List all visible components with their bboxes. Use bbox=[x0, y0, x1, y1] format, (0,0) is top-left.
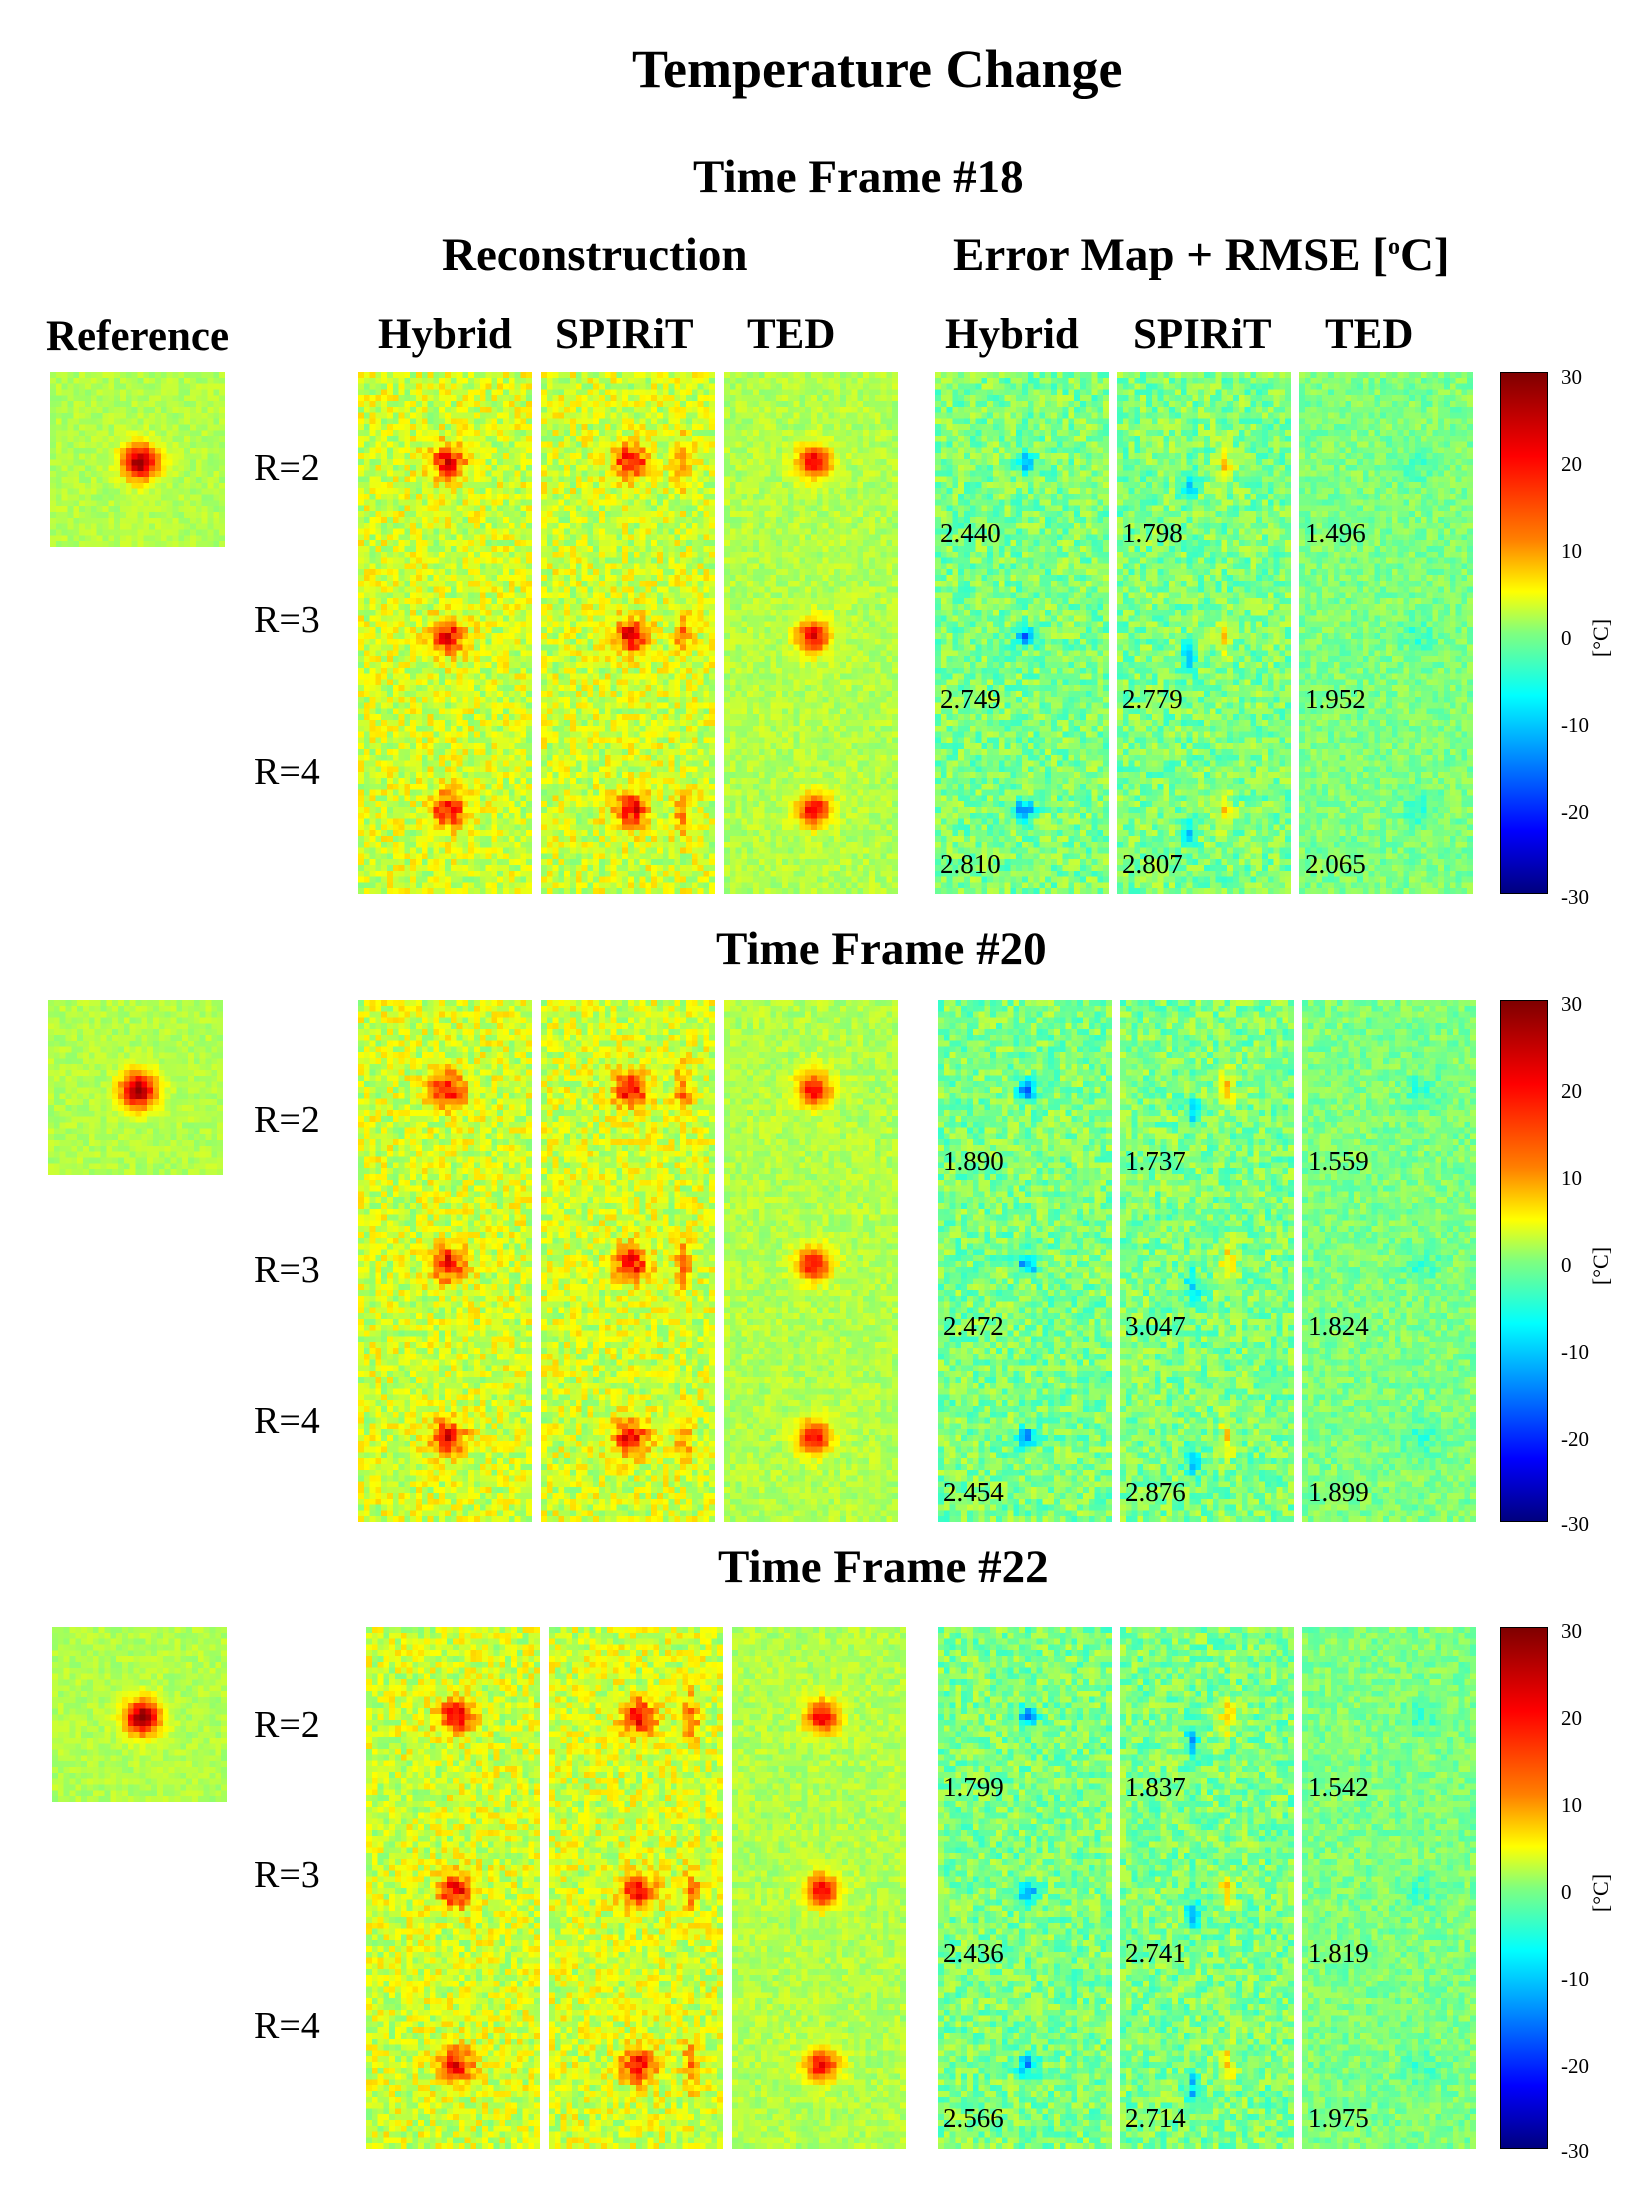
colorbar-tick: -20 bbox=[1561, 2054, 1589, 2078]
rmse-value: 1.798 bbox=[1122, 518, 1183, 548]
reference-map-frame-18 bbox=[50, 372, 225, 547]
error-ted-frame-18 bbox=[1299, 372, 1473, 894]
figure-title: Temperature Change bbox=[632, 39, 1123, 99]
colorbar-tick: -30 bbox=[1561, 2139, 1589, 2163]
rmse-value: 2.065 bbox=[1305, 849, 1366, 879]
error-hybrid-frame-20 bbox=[938, 1000, 1112, 1522]
row-label-r3: R=3 bbox=[254, 1249, 320, 1291]
recon-hybrid-frame-18 bbox=[358, 372, 532, 894]
colorbar-tick: -30 bbox=[1561, 885, 1589, 909]
degree-superscript: o bbox=[1387, 234, 1400, 260]
rmse-value: 1.837 bbox=[1125, 1772, 1186, 1802]
rmse-value: 2.566 bbox=[943, 2103, 1004, 2133]
reference-header: Reference bbox=[46, 313, 230, 360]
rmse-value: 2.440 bbox=[940, 518, 1001, 548]
rmse-value: 1.824 bbox=[1308, 1311, 1369, 1341]
row-label-r2: R=2 bbox=[254, 1704, 320, 1746]
recon-ted-frame-18 bbox=[724, 372, 898, 894]
rmse-value: 2.807 bbox=[1122, 849, 1183, 879]
error-hybrid-frame-18 bbox=[935, 372, 1109, 894]
rmse-value: 2.779 bbox=[1122, 684, 1183, 714]
row-label-r3: R=3 bbox=[254, 599, 320, 641]
colorbar-unit: [°C] bbox=[1588, 618, 1614, 658]
colorbar-frame-20 bbox=[1500, 1000, 1548, 1522]
colorbar-tick: -10 bbox=[1561, 1340, 1589, 1364]
colorbar-tick: 10 bbox=[1561, 1793, 1582, 1817]
rmse-value: 2.741 bbox=[1125, 1938, 1186, 1968]
colorbar-tick: 30 bbox=[1561, 1619, 1582, 1643]
rmse-value: 3.047 bbox=[1125, 1311, 1186, 1341]
rmse-value: 1.819 bbox=[1308, 1938, 1369, 1968]
colorbar-frame-22 bbox=[1500, 1627, 1548, 2149]
rmse-value: 1.559 bbox=[1308, 1146, 1369, 1176]
recon-header-ted: TED bbox=[747, 311, 836, 358]
reference-map-frame-20 bbox=[48, 1000, 223, 1175]
recon-hybrid-frame-20 bbox=[358, 1000, 532, 1522]
rmse-value: 1.952 bbox=[1305, 684, 1366, 714]
colorbar-tick: -20 bbox=[1561, 800, 1589, 824]
error-spirit-frame-22 bbox=[1120, 1627, 1294, 2149]
rmse-value: 2.436 bbox=[943, 1938, 1004, 1968]
recon-header-spirit: SPIRiT bbox=[555, 311, 694, 358]
colorbar-tick: 0 bbox=[1561, 1253, 1572, 1277]
colorbar-tick: 0 bbox=[1561, 626, 1572, 650]
recon-ted-frame-22 bbox=[732, 1627, 906, 2149]
rmse-value: 1.496 bbox=[1305, 518, 1366, 548]
rmse-value: 1.890 bbox=[943, 1146, 1004, 1176]
frame-22-title: Time Frame #22 bbox=[718, 1541, 1049, 1593]
error-spirit-frame-20 bbox=[1120, 1000, 1294, 1522]
rmse-value: 2.876 bbox=[1125, 1477, 1186, 1507]
colorbar-tick: -10 bbox=[1561, 1967, 1589, 1991]
frame-20-title: Time Frame #20 bbox=[716, 923, 1047, 975]
rmse-value: 1.899 bbox=[1308, 1477, 1369, 1507]
colorbar-tick: 20 bbox=[1561, 1079, 1582, 1103]
rmse-value: 2.714 bbox=[1125, 2103, 1186, 2133]
error-header-hybrid: Hybrid bbox=[945, 311, 1079, 358]
recon-ted-frame-20 bbox=[724, 1000, 898, 1522]
error-map-header: Error Map + RMSE [oC] bbox=[953, 229, 1450, 281]
row-label-r3: R=3 bbox=[254, 1854, 320, 1896]
colorbar-tick: -10 bbox=[1561, 713, 1589, 737]
frame-18-title: Time Frame #18 bbox=[693, 151, 1024, 203]
row-label-r4: R=4 bbox=[254, 751, 320, 793]
reconstruction-header: Reconstruction bbox=[442, 229, 748, 281]
error-hybrid-frame-22 bbox=[938, 1627, 1112, 2149]
rmse-value: 2.472 bbox=[943, 1311, 1004, 1341]
recon-hybrid-frame-22 bbox=[366, 1627, 540, 2149]
recon-spirit-frame-20 bbox=[541, 1000, 715, 1522]
row-label-r4: R=4 bbox=[254, 1400, 320, 1442]
row-label-r4: R=4 bbox=[254, 2005, 320, 2047]
rmse-value: 1.799 bbox=[943, 1772, 1004, 1802]
colorbar-unit: [°C] bbox=[1588, 1873, 1614, 1913]
colorbar-tick: 30 bbox=[1561, 992, 1582, 1016]
error-ted-frame-20 bbox=[1302, 1000, 1476, 1522]
row-label-r2: R=2 bbox=[254, 1099, 320, 1141]
colorbar-tick: 0 bbox=[1561, 1880, 1572, 1904]
rmse-value: 1.975 bbox=[1308, 2103, 1369, 2133]
colorbar-tick: 20 bbox=[1561, 452, 1582, 476]
colorbar-tick: 20 bbox=[1561, 1706, 1582, 1730]
rmse-value: 2.749 bbox=[940, 684, 1001, 714]
rmse-value: 1.737 bbox=[1125, 1146, 1186, 1176]
recon-spirit-frame-22 bbox=[549, 1627, 723, 2149]
rmse-value: 1.542 bbox=[1308, 1772, 1369, 1802]
colorbar-tick: -20 bbox=[1561, 1427, 1589, 1451]
recon-header-hybrid: Hybrid bbox=[378, 311, 512, 358]
error-ted-frame-22 bbox=[1302, 1627, 1476, 2149]
colorbar-tick: 10 bbox=[1561, 1166, 1582, 1190]
colorbar-tick: 10 bbox=[1561, 539, 1582, 563]
colorbar-unit: [°C] bbox=[1588, 1246, 1614, 1286]
colorbar-tick: -30 bbox=[1561, 1512, 1589, 1536]
error-spirit-frame-18 bbox=[1117, 372, 1291, 894]
recon-spirit-frame-18 bbox=[541, 372, 715, 894]
colorbar-frame-18 bbox=[1500, 372, 1548, 894]
rmse-value: 2.454 bbox=[943, 1477, 1004, 1507]
rmse-value: 2.810 bbox=[940, 849, 1001, 879]
error-header-ted: TED bbox=[1325, 311, 1414, 358]
reference-map-frame-22 bbox=[52, 1627, 227, 1802]
error-header-spirit: SPIRiT bbox=[1133, 311, 1272, 358]
colorbar-tick: 30 bbox=[1561, 365, 1582, 389]
row-label-r2: R=2 bbox=[254, 447, 320, 489]
